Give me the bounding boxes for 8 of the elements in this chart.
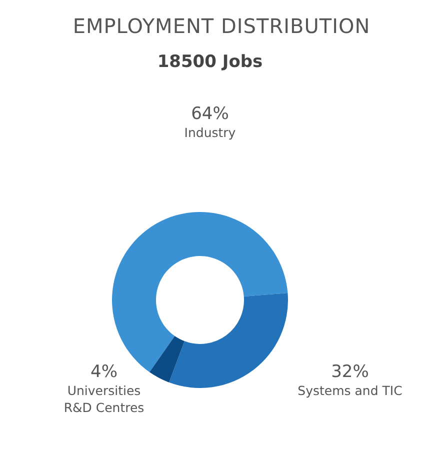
slice-label: Universities R&D Centres — [62, 382, 146, 416]
slice-label: Systems and TIC — [296, 382, 404, 399]
chart-subtitle: 18500 Jobs — [156, 52, 264, 72]
data-label: 64% — [190, 104, 230, 124]
slice-label: Industry — [183, 124, 237, 141]
data-label: 4% — [90, 362, 118, 382]
chart-title: EMPLOYMENT DISTRIBUTION — [72, 14, 372, 38]
data-label: 32% — [330, 362, 370, 382]
